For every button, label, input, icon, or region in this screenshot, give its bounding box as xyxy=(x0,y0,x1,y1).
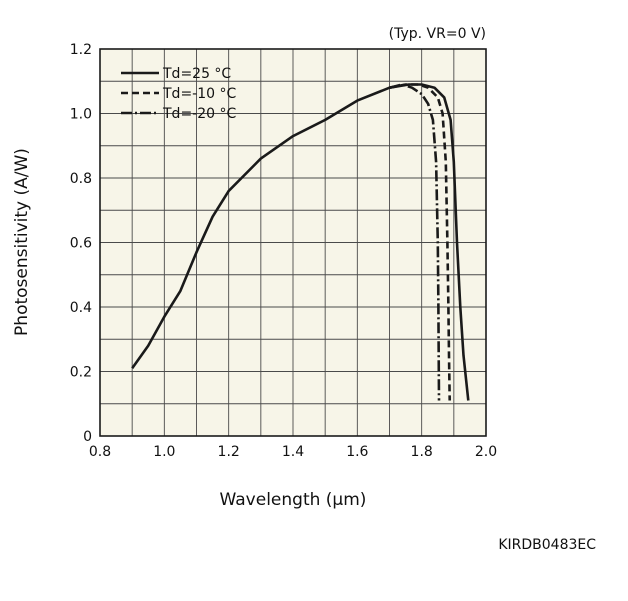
plot-frame xyxy=(99,48,487,437)
x-tick-label: 1.0 xyxy=(153,444,175,460)
series-line-2 xyxy=(389,83,451,401)
x-tick-label: 1.8 xyxy=(411,444,433,460)
x-tick-label: 1.6 xyxy=(346,444,368,460)
x-tick-label: 1.2 xyxy=(218,444,240,460)
series-line-3 xyxy=(389,83,441,401)
y-tick-label: 1.0 xyxy=(70,107,92,123)
y-tick-label: 0 xyxy=(83,429,92,445)
series-lines xyxy=(131,83,470,401)
x-tick-label: 2.0 xyxy=(475,444,497,460)
document-code: KIRDB0483EC xyxy=(498,537,596,553)
legend-label: Td=25 °C xyxy=(162,66,231,82)
x-tick-label: 0.8 xyxy=(89,444,111,460)
y-tick-label: 0.2 xyxy=(70,365,92,381)
y-tick-label: 0.4 xyxy=(70,300,92,316)
legend: Td=25 °C Td=-10 °C Td=-20 °C xyxy=(121,66,236,122)
legend-label: Td=-10 °C xyxy=(162,86,236,102)
series-line-1 xyxy=(131,83,470,401)
y-tick-label: 1.2 xyxy=(70,42,92,58)
y-axis-title: Photosensitivity (A/W) xyxy=(12,148,32,336)
x-axis-title: Wavelength (µm) xyxy=(220,490,367,510)
y-tick-label: 0.8 xyxy=(70,171,92,187)
measurement-condition: (Typ. VR=0 V) xyxy=(389,26,486,42)
legend-label: Td=-20 °C xyxy=(162,106,236,122)
x-tick-label: 1.4 xyxy=(282,444,304,460)
grid-lines xyxy=(100,49,486,436)
tick-labels: 0.8 1.0 1.2 1.4 1.6 1.8 2.0 0 0.2 0.4 0.6 0.8 1.0 1.2 xyxy=(70,42,497,460)
y-tick-label: 0.6 xyxy=(70,236,92,252)
